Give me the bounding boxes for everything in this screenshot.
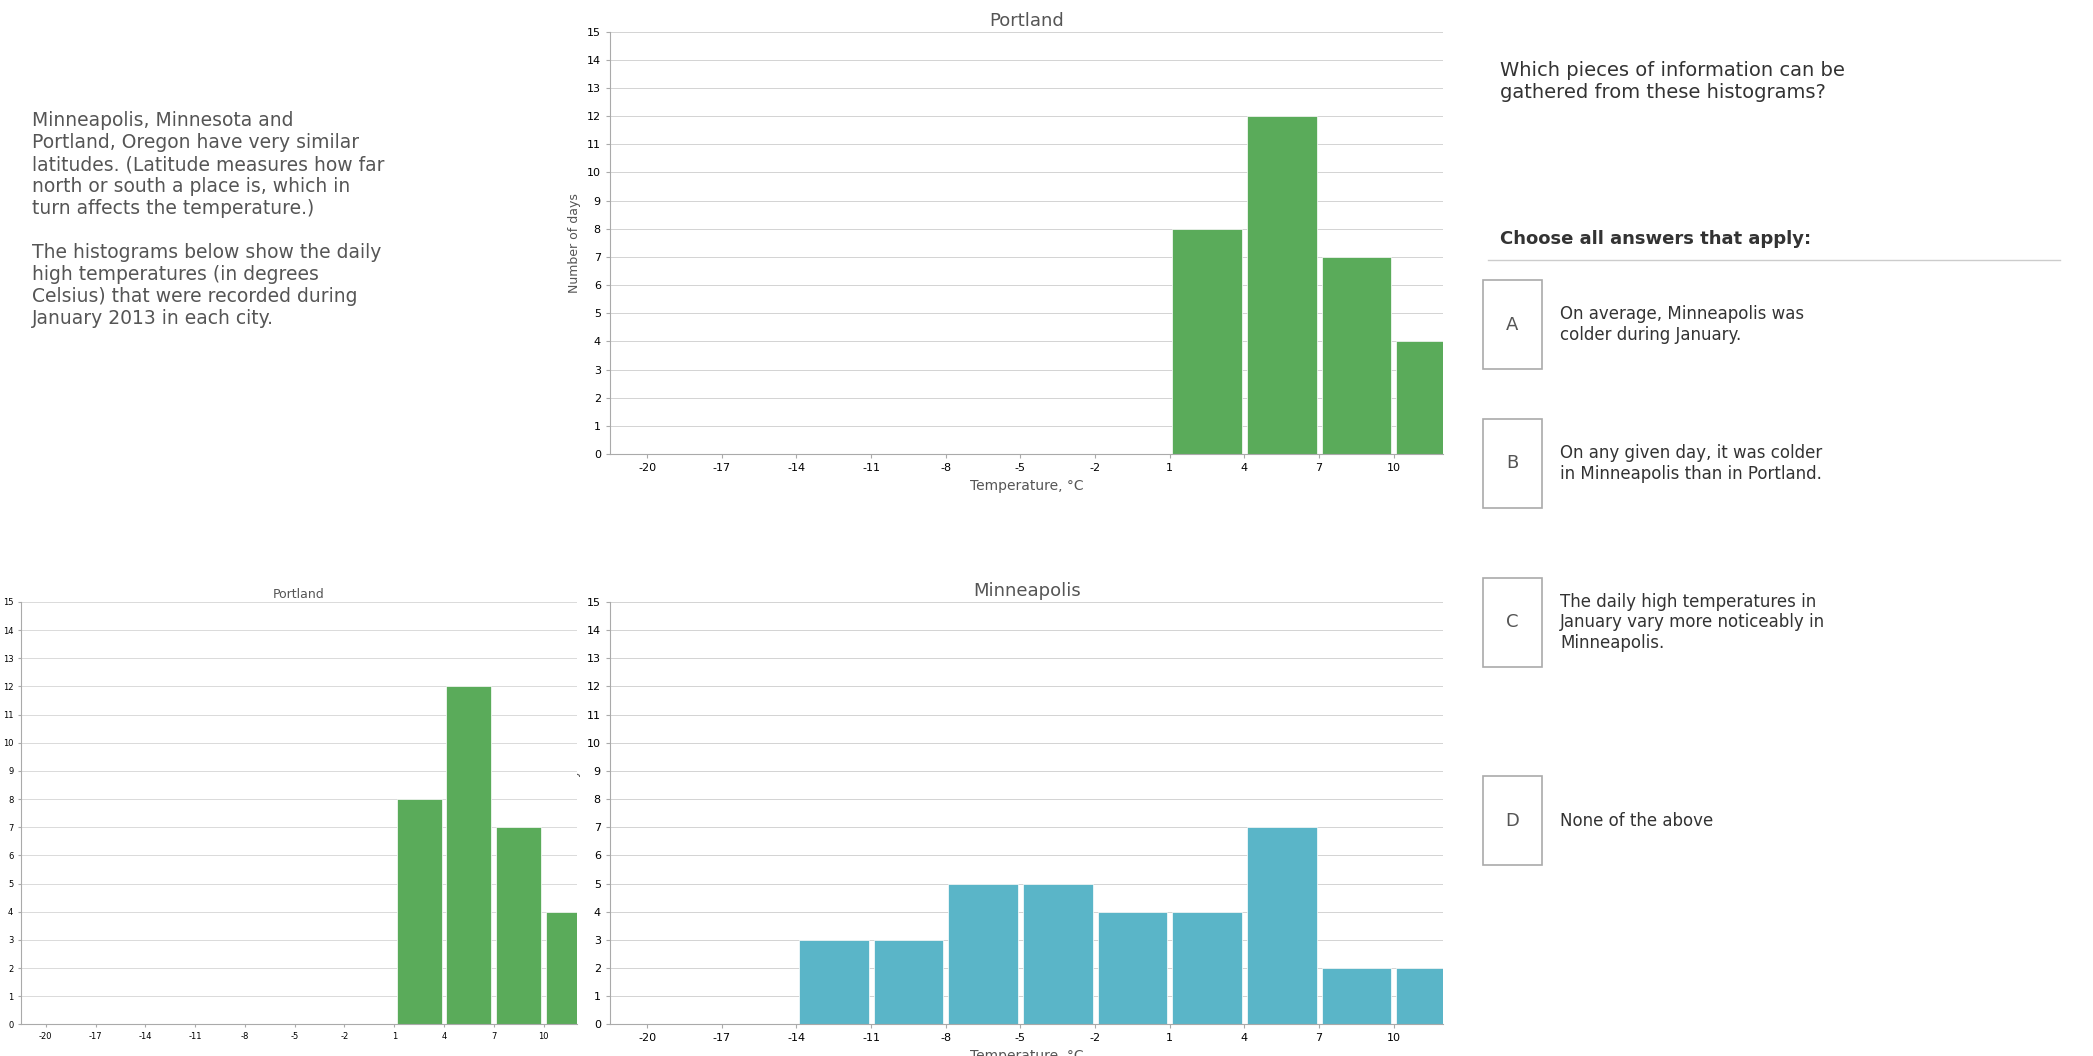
Text: Which pieces of information can be
gathered from these histograms?: Which pieces of information can be gathe… <box>1501 61 1846 102</box>
Y-axis label: Number of days: Number of days <box>567 763 582 863</box>
Text: C: C <box>1507 614 1520 631</box>
Bar <box>1321 968 1392 1024</box>
Y-axis label: Number of days: Number of days <box>567 193 582 293</box>
Bar <box>873 940 944 1024</box>
FancyBboxPatch shape <box>1482 280 1543 370</box>
Bar <box>1172 229 1241 454</box>
FancyBboxPatch shape <box>1482 419 1543 508</box>
Text: A: A <box>1507 316 1520 334</box>
FancyBboxPatch shape <box>1482 578 1543 667</box>
Bar <box>1023 884 1093 1024</box>
Bar <box>948 884 1017 1024</box>
Bar <box>1396 968 1465 1024</box>
Text: The daily high temperatures in
January vary more noticeably in
Minneapolis.: The daily high temperatures in January v… <box>1559 592 1825 653</box>
Title: Portland: Portland <box>990 12 1063 31</box>
Bar <box>496 827 542 1024</box>
Text: Choose all answers that apply:: Choose all answers that apply: <box>1501 230 1813 248</box>
Bar <box>1321 257 1392 454</box>
Text: None of the above: None of the above <box>1559 812 1714 830</box>
Text: B: B <box>1507 454 1517 472</box>
Text: On any given day, it was colder
in Minneapolis than in Portland.: On any given day, it was colder in Minne… <box>1559 445 1823 483</box>
Bar <box>398 799 442 1024</box>
Text: On average, Minneapolis was
colder during January.: On average, Minneapolis was colder durin… <box>1559 305 1804 344</box>
Bar <box>800 940 869 1024</box>
Text: D: D <box>1505 812 1520 830</box>
Title: Portland: Portland <box>272 588 324 601</box>
Bar <box>1097 911 1168 1024</box>
Bar <box>1247 827 1316 1024</box>
Bar <box>546 911 590 1024</box>
FancyBboxPatch shape <box>1482 776 1543 866</box>
Text: Minneapolis, Minnesota and
Portland, Oregon have very similar
latitudes. (Latitu: Minneapolis, Minnesota and Portland, Ore… <box>31 111 385 328</box>
Title: Minneapolis: Minneapolis <box>973 582 1080 601</box>
Bar <box>1247 116 1316 454</box>
Bar <box>1396 341 1465 454</box>
Bar <box>1172 911 1241 1024</box>
X-axis label: Temperature, °C: Temperature, °C <box>969 1049 1084 1056</box>
Bar <box>446 686 492 1024</box>
X-axis label: Temperature, °C: Temperature, °C <box>969 478 1084 493</box>
